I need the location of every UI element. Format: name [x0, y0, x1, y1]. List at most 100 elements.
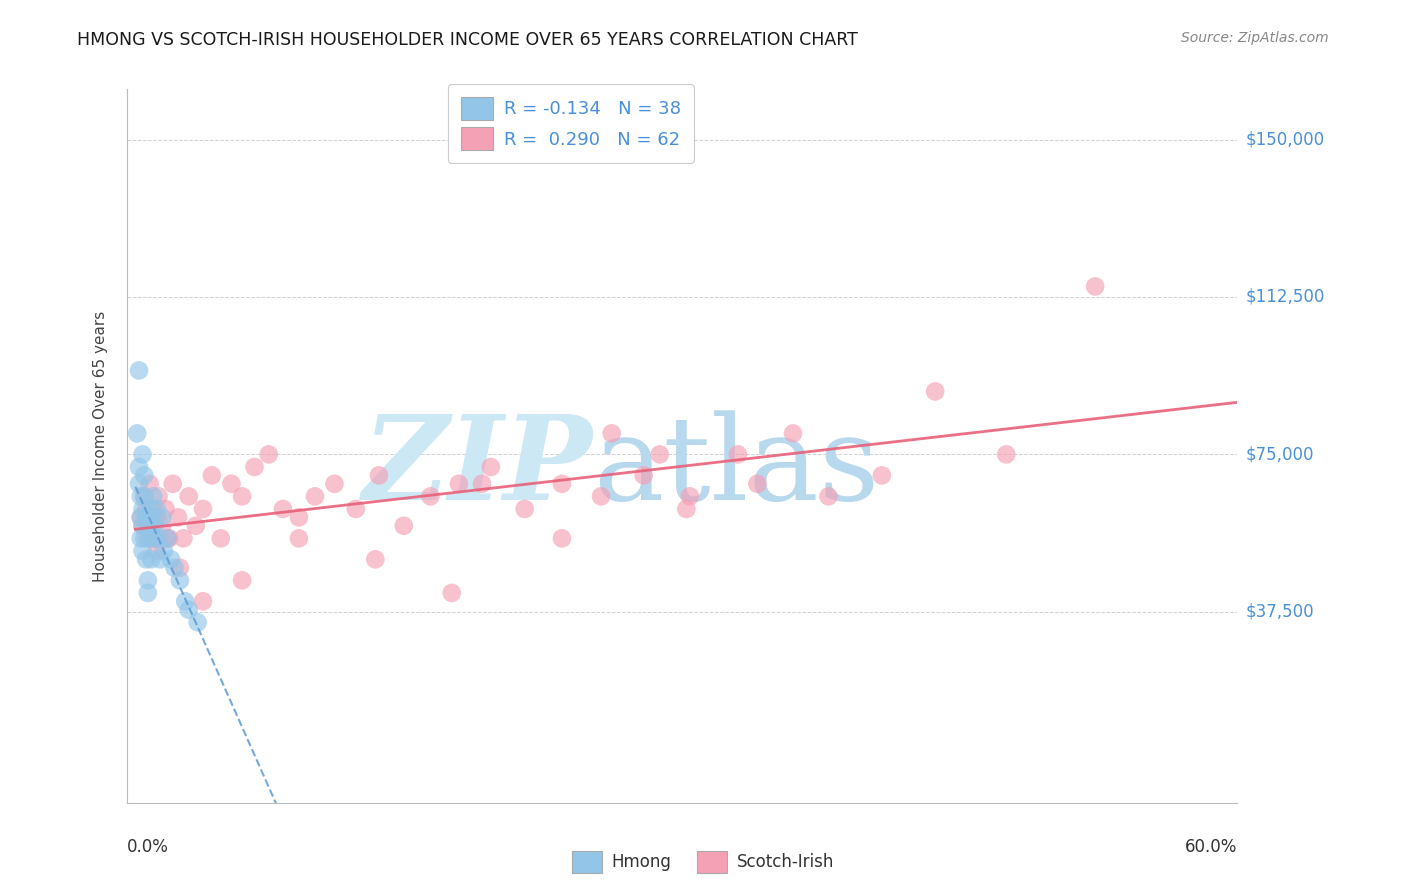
Point [551, 532, 574, 546]
Point [138, 502, 160, 516]
Point [174, 594, 197, 608]
Point [136, 518, 159, 533]
Point [142, 489, 165, 503]
Point [782, 426, 804, 441]
Point [134, 532, 156, 546]
Point [148, 532, 170, 546]
Point [138, 476, 160, 491]
Point [135, 502, 157, 516]
Text: HMONG VS SCOTCH-IRISH HOUSEHOLDER INCOME OVER 65 YEARS CORRELATION CHART: HMONG VS SCOTCH-IRISH HOUSEHOLDER INCOME… [77, 31, 858, 49]
Point [679, 489, 702, 503]
Point [127, 426, 149, 441]
Point [633, 468, 655, 483]
Text: $37,500: $37,500 [1246, 603, 1315, 621]
Legend: Hmong, Scotch-Irish: Hmong, Scotch-Irish [565, 845, 841, 880]
Point [129, 489, 152, 503]
Point [157, 532, 180, 546]
Point [153, 544, 176, 558]
Text: atlas: atlas [593, 410, 879, 524]
Point [995, 447, 1018, 461]
Point [128, 363, 150, 377]
Point [344, 502, 367, 516]
Point [145, 510, 167, 524]
Legend: R = -0.134   N = 38, R =  0.290   N = 62: R = -0.134 N = 38, R = 0.290 N = 62 [449, 84, 693, 163]
Text: ZIP: ZIP [363, 410, 593, 524]
Point [134, 468, 156, 483]
Point [129, 532, 152, 546]
Point [551, 476, 574, 491]
Point [150, 510, 173, 524]
Point [155, 502, 177, 516]
Point [177, 603, 200, 617]
Point [191, 502, 214, 516]
Point [135, 552, 157, 566]
Point [221, 476, 243, 491]
Point [479, 460, 502, 475]
Point [288, 510, 311, 524]
Y-axis label: Householder Income Over 65 years: Householder Income Over 65 years [93, 310, 108, 582]
Point [160, 552, 183, 566]
Text: $112,500: $112,500 [1246, 288, 1324, 306]
Point [870, 468, 893, 483]
Point [148, 489, 170, 503]
Point [471, 476, 494, 491]
Point [131, 518, 153, 533]
Point [134, 489, 156, 503]
Point [419, 489, 441, 503]
Point [1084, 279, 1107, 293]
Point [156, 532, 179, 546]
Point [184, 518, 207, 533]
Point [187, 615, 209, 630]
Point [143, 532, 166, 546]
Point [172, 532, 194, 546]
Point [288, 532, 311, 546]
Point [163, 560, 186, 574]
Point [128, 476, 150, 491]
Point [271, 502, 294, 516]
Point [142, 532, 165, 546]
Point [675, 502, 697, 516]
Point [156, 532, 179, 546]
Point [231, 574, 253, 588]
Point [136, 586, 159, 600]
Point [747, 476, 769, 491]
Point [141, 518, 163, 533]
Point [135, 510, 157, 524]
Point [589, 489, 612, 503]
Point [141, 510, 163, 524]
Point [191, 594, 214, 608]
Point [817, 489, 839, 503]
Point [149, 552, 172, 566]
Point [162, 476, 184, 491]
Point [177, 489, 200, 503]
Text: $75,000: $75,000 [1246, 445, 1315, 464]
Point [447, 476, 470, 491]
Text: $150,000: $150,000 [1246, 130, 1324, 149]
Point [129, 510, 152, 524]
Point [304, 489, 326, 503]
Point [143, 518, 166, 533]
Point [136, 532, 159, 546]
Point [129, 510, 152, 524]
Point [142, 502, 165, 516]
Point [138, 532, 160, 546]
Point [131, 502, 153, 516]
Point [648, 447, 671, 461]
Point [231, 489, 253, 503]
Point [131, 447, 153, 461]
Point [141, 552, 163, 566]
Point [367, 468, 389, 483]
Point [150, 518, 173, 533]
Point [924, 384, 946, 399]
Point [440, 586, 463, 600]
Text: 60.0%: 60.0% [1185, 838, 1237, 856]
Point [131, 518, 153, 533]
Point [392, 518, 415, 533]
Point [243, 460, 266, 475]
Text: 0.0%: 0.0% [127, 838, 169, 856]
Point [134, 489, 156, 503]
Point [323, 476, 346, 491]
Point [257, 447, 280, 461]
Point [209, 532, 232, 546]
Point [145, 502, 167, 516]
